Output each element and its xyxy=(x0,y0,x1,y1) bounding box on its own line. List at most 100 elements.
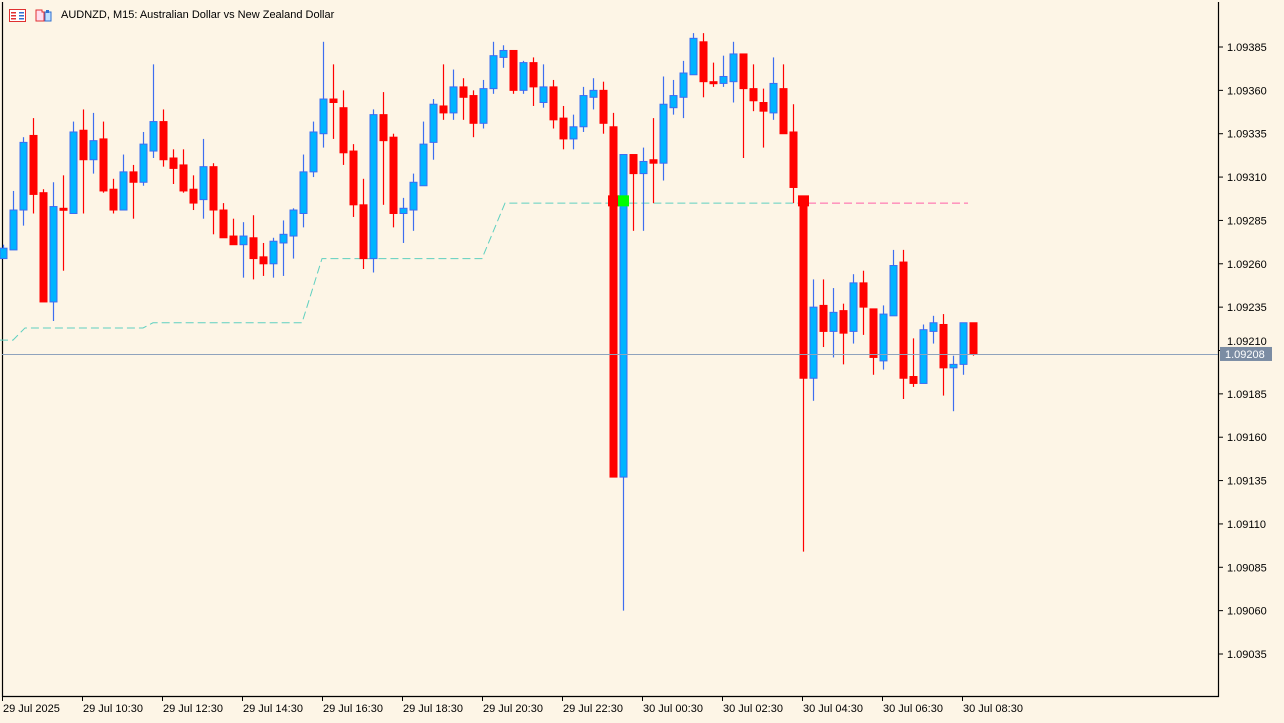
time-tick-label: 30 Jul 02:30 xyxy=(723,703,783,715)
bear-candle xyxy=(549,86,558,121)
time-tick-label: 30 Jul 04:30 xyxy=(803,703,863,715)
bull-candle xyxy=(0,247,8,260)
bull-candle xyxy=(449,86,458,114)
bull-candle xyxy=(279,233,288,244)
time-tick-label: 29 Jul 20:30 xyxy=(483,703,543,715)
bull-candle xyxy=(309,131,318,173)
chart-title: AUDNZD, M15: Australian Dollar vs New Ze… xyxy=(61,9,335,21)
bear-candle xyxy=(259,256,268,265)
bear-candle xyxy=(59,207,68,211)
bull-candle xyxy=(299,171,308,214)
bear-candle xyxy=(109,188,118,211)
bull-candle xyxy=(519,62,528,91)
bear-candle xyxy=(599,89,608,124)
bull-candle xyxy=(19,141,28,211)
bear-candle xyxy=(469,95,478,124)
price-tick-label: 1.09335 xyxy=(1227,129,1267,141)
bear-candle xyxy=(749,88,758,102)
price-tick-label: 1.09060 xyxy=(1227,606,1267,618)
bull-candle xyxy=(809,306,818,379)
bull-candle xyxy=(619,154,628,478)
bull-candle xyxy=(9,209,18,251)
bear-candle xyxy=(859,282,868,308)
bull-candle xyxy=(149,121,158,152)
bull-candle xyxy=(879,313,888,362)
bull-candle xyxy=(89,140,98,161)
bear-candle xyxy=(349,150,358,206)
bear-candle xyxy=(649,159,658,164)
stop-line-path xyxy=(0,202,800,341)
time-tick-label: 29 Jul 18:30 xyxy=(403,703,463,715)
bear-candle xyxy=(219,209,228,239)
bear-candle xyxy=(189,188,198,204)
bull-candle xyxy=(589,89,598,98)
price-tick-label: 1.09035 xyxy=(1227,649,1267,661)
bull-candle xyxy=(409,181,418,211)
time-tick-label: 29 Jul 10:30 xyxy=(83,703,143,715)
bull-candle xyxy=(319,98,328,135)
bear-candle xyxy=(159,121,168,161)
bull-candle xyxy=(769,82,778,114)
price-tick-label: 1.09385 xyxy=(1227,42,1267,54)
bear-candle xyxy=(709,81,718,85)
bull-candle xyxy=(579,95,588,128)
bear-candle xyxy=(179,164,188,192)
candles xyxy=(0,33,978,611)
bull-candle xyxy=(239,235,248,246)
bear-candle xyxy=(39,192,48,303)
bear-candle xyxy=(779,88,788,135)
bull-candle xyxy=(269,240,278,265)
bear-candle xyxy=(459,86,468,98)
bull-candle xyxy=(119,171,128,211)
bear-candle xyxy=(79,129,88,161)
bear-candle xyxy=(819,304,828,332)
time-tick-label: 29 Jul 22:30 xyxy=(563,703,623,715)
bear-candle xyxy=(629,154,638,175)
bear-candle xyxy=(789,131,798,188)
current-price-label: 1.09208 xyxy=(1225,349,1265,361)
price-axis: 1.09385 1.09360 1.09335 1.09310 1.09285 1.092… xyxy=(1218,42,1272,661)
bear-candle xyxy=(909,376,918,384)
bear-candle xyxy=(739,53,748,90)
one-click-trading-icon[interactable] xyxy=(9,9,26,22)
signal-marker-red xyxy=(608,195,619,207)
bear-candle xyxy=(329,98,338,103)
time-tick-label: 29 Jul 2025 xyxy=(3,703,60,715)
price-tick-label: 1.09185 xyxy=(1227,389,1267,401)
price-tick-label: 1.09110 xyxy=(1227,519,1266,531)
bear-candle xyxy=(29,134,38,195)
bear-candle xyxy=(439,105,448,114)
bear-candle xyxy=(699,41,708,83)
bull-candle xyxy=(949,363,958,369)
chart-template-icon[interactable] xyxy=(35,9,52,22)
price-tick-label: 1.09260 xyxy=(1227,259,1267,271)
trailing-stop-line xyxy=(0,202,968,341)
bear-candle xyxy=(559,117,568,140)
bull-candle xyxy=(849,282,858,332)
price-tick-label: 1.09310 xyxy=(1227,172,1267,184)
price-tick-label: 1.09360 xyxy=(1227,85,1267,97)
signal-marker-red xyxy=(798,195,809,207)
time-tick-label: 30 Jul 00:30 xyxy=(643,703,703,715)
bull-candle xyxy=(919,329,928,384)
price-tick-label: 1.09235 xyxy=(1227,302,1267,314)
time-tick-label: 30 Jul 06:30 xyxy=(883,703,943,715)
bear-candle xyxy=(509,49,518,91)
bull-candle xyxy=(829,311,838,332)
bull-candle xyxy=(489,55,498,90)
price-tick-label: 1.09210 xyxy=(1227,336,1267,348)
bear-candle xyxy=(899,261,908,379)
bear-candle xyxy=(249,237,258,260)
bull-candle xyxy=(499,49,508,58)
time-tick-label: 29 Jul 16:30 xyxy=(323,703,383,715)
bull-candle xyxy=(679,72,688,98)
bear-candle xyxy=(229,235,238,246)
bear-candle xyxy=(939,323,948,369)
bear-candle xyxy=(869,308,878,358)
bear-candle xyxy=(609,126,618,478)
bull-candle xyxy=(69,131,78,214)
bear-candle xyxy=(169,157,178,169)
bull-candle xyxy=(479,88,488,124)
